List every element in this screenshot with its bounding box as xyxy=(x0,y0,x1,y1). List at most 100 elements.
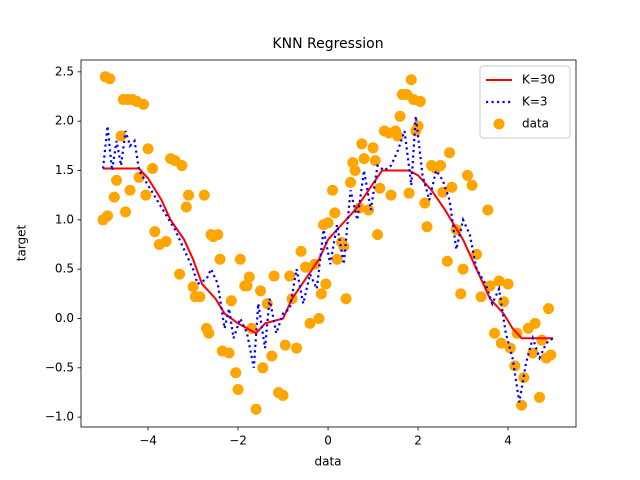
x-tick-label: 2 xyxy=(414,434,422,448)
data-point xyxy=(241,280,253,292)
data-point xyxy=(484,280,496,292)
data-point xyxy=(356,138,368,150)
legend-marker xyxy=(493,118,505,130)
y-axis-label: target xyxy=(15,224,29,261)
data-point xyxy=(315,288,327,300)
data-point xyxy=(180,201,192,213)
data-point xyxy=(266,350,278,362)
data-point xyxy=(338,240,350,252)
data-point xyxy=(102,210,114,222)
data-point xyxy=(471,248,483,260)
data-point xyxy=(340,293,352,305)
data-point xyxy=(108,191,120,203)
chart-title: KNN Regression xyxy=(272,36,383,52)
data-point xyxy=(374,182,386,194)
data-point xyxy=(444,147,456,159)
data-point xyxy=(349,164,361,176)
data-point xyxy=(291,342,303,354)
data-point xyxy=(457,263,469,275)
data-point xyxy=(313,312,325,324)
data-point xyxy=(261,298,273,310)
data-point xyxy=(403,187,415,199)
data-point xyxy=(421,221,433,233)
data-point xyxy=(405,74,417,86)
series-line xyxy=(103,167,554,340)
data-point xyxy=(124,184,136,196)
data-point xyxy=(183,189,195,201)
data-point xyxy=(284,270,296,282)
data-point xyxy=(232,384,244,396)
x-tick-label: 4 xyxy=(504,434,512,448)
data-point xyxy=(174,268,186,280)
data-point xyxy=(363,204,375,216)
data-point xyxy=(354,202,366,214)
plot-frame xyxy=(80,59,577,428)
data-point xyxy=(536,334,548,346)
data-point xyxy=(529,317,541,329)
data-point xyxy=(392,130,404,142)
y-tick-label: 2.0 xyxy=(55,114,74,128)
data-point xyxy=(516,399,528,411)
data-point xyxy=(225,295,237,307)
data-point xyxy=(495,337,507,349)
data-point xyxy=(295,245,307,257)
data-point xyxy=(318,219,330,231)
data-point xyxy=(329,207,341,219)
data-point xyxy=(455,288,467,300)
data-point xyxy=(367,142,379,154)
data-point xyxy=(385,189,397,201)
data-point xyxy=(498,296,510,308)
data-point xyxy=(104,73,116,85)
data-point xyxy=(419,197,431,209)
data-point xyxy=(543,303,555,315)
data-point xyxy=(198,189,210,201)
data-point xyxy=(214,253,226,265)
data-point xyxy=(327,184,339,196)
series-line xyxy=(101,116,554,403)
legend-label: data xyxy=(522,117,549,131)
data-point xyxy=(435,160,447,172)
data-point xyxy=(466,179,478,191)
data-point xyxy=(142,143,154,155)
data-point xyxy=(243,271,255,283)
data-point xyxy=(277,389,289,401)
data-point xyxy=(250,403,262,415)
y-tick-label: 0.5 xyxy=(55,262,74,276)
data-point xyxy=(160,236,172,248)
data-point xyxy=(462,169,474,181)
data-point xyxy=(133,171,145,183)
plot-area xyxy=(97,71,557,415)
data-point xyxy=(223,347,235,359)
data-point xyxy=(502,278,514,290)
data-point xyxy=(234,253,246,265)
data-point xyxy=(358,153,370,165)
data-point xyxy=(518,372,530,384)
data-point xyxy=(331,253,343,265)
data-point xyxy=(437,186,449,198)
x-tick-label: −2 xyxy=(229,434,247,448)
data-point xyxy=(279,339,291,351)
y-tick-label: 2.5 xyxy=(55,64,74,78)
data-point xyxy=(545,349,557,361)
y-tick-label: 0.0 xyxy=(55,311,74,325)
data-point xyxy=(372,229,384,241)
data-point xyxy=(120,206,132,218)
data-point xyxy=(257,362,269,374)
y-tick-label: 1.5 xyxy=(55,163,74,177)
data-point xyxy=(475,291,487,303)
data-point xyxy=(534,391,546,403)
data-point xyxy=(414,95,426,107)
data-point xyxy=(268,270,280,282)
data-point xyxy=(255,285,267,297)
data-point xyxy=(140,189,152,201)
data-point xyxy=(482,204,494,216)
x-tick-label: 0 xyxy=(324,434,332,448)
data-point xyxy=(212,229,224,241)
data-point xyxy=(149,226,161,238)
legend-label: K=30 xyxy=(522,73,555,87)
data-point xyxy=(203,327,215,339)
data-point xyxy=(230,367,242,379)
data-point xyxy=(147,163,159,175)
y-tick-label: −1.0 xyxy=(45,410,74,424)
